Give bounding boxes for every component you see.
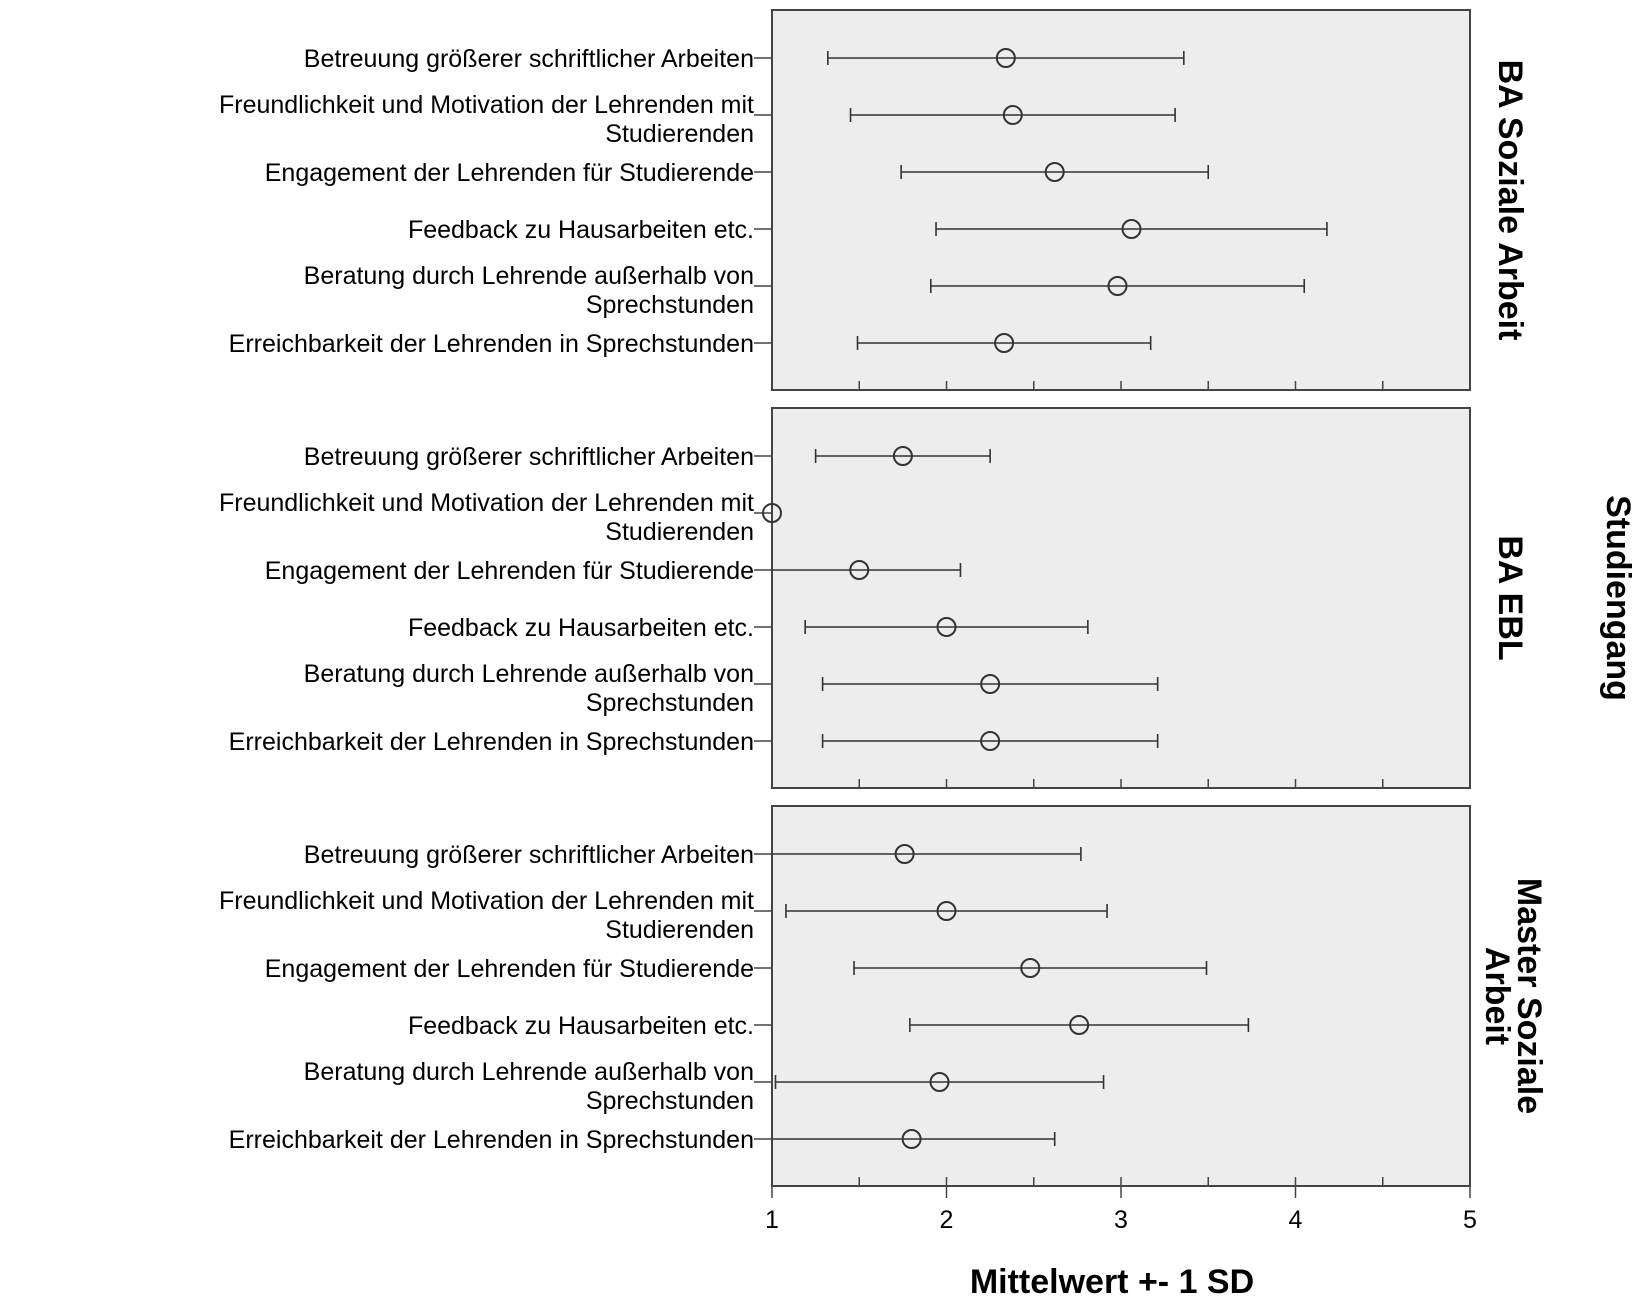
mean-marker [1107,276,1128,296]
x-axis: 1 2 3 4 5 [765,1186,1477,1234]
category-label: Betreuung größerer schriftlicher Arbeite… [304,443,754,471]
category-label: Betreuung größerer schriftlicher Arbeite… [304,45,754,73]
mean-marker [936,901,957,921]
category-label: Engagement der Lehrenden für Studierende [265,955,754,983]
panel-label: BA EBL [1491,535,1529,660]
panel-label-line: Master Soziale [1510,878,1548,1114]
mean-marker [994,333,1015,353]
category-label: Freundlichkeit und Motivation der Lehren… [219,91,754,119]
category-label-cont: Studierenden [605,916,754,944]
panel-1: BA Soziale Arbeit Betreuung größerer schr… [219,9,1529,391]
mean-marker [849,560,870,580]
mean-marker [1002,105,1023,125]
mean-marker [995,48,1016,68]
mean-marker [1044,162,1065,182]
mean-marker [980,674,1001,694]
category-label-cont: Sprechstunden [586,1087,754,1115]
x-tick-label: 3 [1114,1206,1128,1234]
category-label: Feedback zu Hausarbeiten etc. [408,216,754,244]
panel-frame [771,407,1471,789]
category-label-cont: Sprechstunden [586,291,754,319]
mean-marker [936,617,957,637]
x-axis-title: Mittelwert +- 1 SD [970,1263,1254,1301]
mean-marker [929,1072,950,1092]
category-label: Erreichbarkeit der Lehrenden in Sprechst… [229,728,754,756]
panels: BA Soziale Arbeit Betreuung größerer schr… [219,9,1548,1187]
panel-label-line: BA Soziale Arbeit [1491,60,1529,341]
panel-label-line: Arbeit [1478,947,1516,1045]
x-tick-label: 2 [940,1206,954,1234]
category-label: Feedback zu Hausarbeiten etc. [408,614,754,642]
x-tick-label: 4 [1289,1206,1303,1234]
category-label-cont: Sprechstunden [586,689,754,717]
mean-marker [901,1129,922,1149]
x-tick-label: 5 [1463,1206,1477,1234]
category-label: Erreichbarkeit der Lehrenden in Sprechst… [229,330,754,358]
category-label: Beratung durch Lehrende außerhalb von [304,660,754,688]
mean-marker [1020,958,1041,978]
panel-label: BA Soziale Arbeit [1491,60,1529,341]
mean-marker [762,503,782,523]
category-label-cont: Studierenden [605,120,754,148]
category-label: Freundlichkeit und Motivation der Lehren… [219,489,754,517]
mean-marker [892,446,913,466]
panel-2: BA EBL Betreuung größerer schriftlicher A… [219,407,1529,789]
mean-marker [980,731,1001,751]
group-axis-title: Studiengang [1599,495,1637,701]
category-label: Beratung durch Lehrende außerhalb von [304,1058,754,1086]
category-label: Beratung durch Lehrende außerhalb von [304,262,754,290]
category-label: Engagement der Lehrenden für Studierende [265,159,754,187]
category-label: Engagement der Lehrenden für Studierende [265,557,754,585]
x-tick-label: 1 [765,1206,779,1234]
panel-label-line: BA EBL [1491,535,1529,660]
panel-3: Master SozialeArbeit Betreuung größerer s… [219,805,1548,1187]
mean-marker [1069,1015,1090,1035]
panel-frame [771,805,1471,1187]
panel-frame [771,9,1471,391]
panel-label: Master SozialeArbeit [1478,878,1548,1114]
category-label: Freundlichkeit und Motivation der Lehren… [219,887,754,915]
category-label-cont: Studierenden [605,518,754,546]
category-label: Erreichbarkeit der Lehrenden in Sprechst… [229,1126,754,1154]
mean-marker [894,844,915,864]
category-label: Feedback zu Hausarbeiten etc. [408,1012,754,1040]
category-label: Betreuung größerer schriftlicher Arbeite… [304,841,754,869]
mean-marker [1121,219,1142,239]
